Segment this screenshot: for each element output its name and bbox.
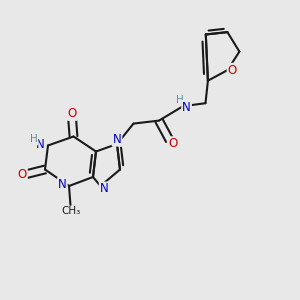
Text: H: H — [176, 95, 184, 105]
Text: O: O — [68, 107, 76, 120]
Text: O: O — [169, 137, 178, 150]
Text: H: H — [30, 134, 38, 145]
Text: N: N — [100, 182, 109, 196]
Text: N: N — [112, 133, 122, 146]
Text: CH₃: CH₃ — [61, 206, 80, 217]
Text: O: O — [228, 64, 237, 77]
Text: N: N — [182, 101, 191, 114]
Text: N: N — [36, 137, 45, 151]
Text: O: O — [18, 167, 27, 181]
Text: N: N — [58, 178, 67, 191]
